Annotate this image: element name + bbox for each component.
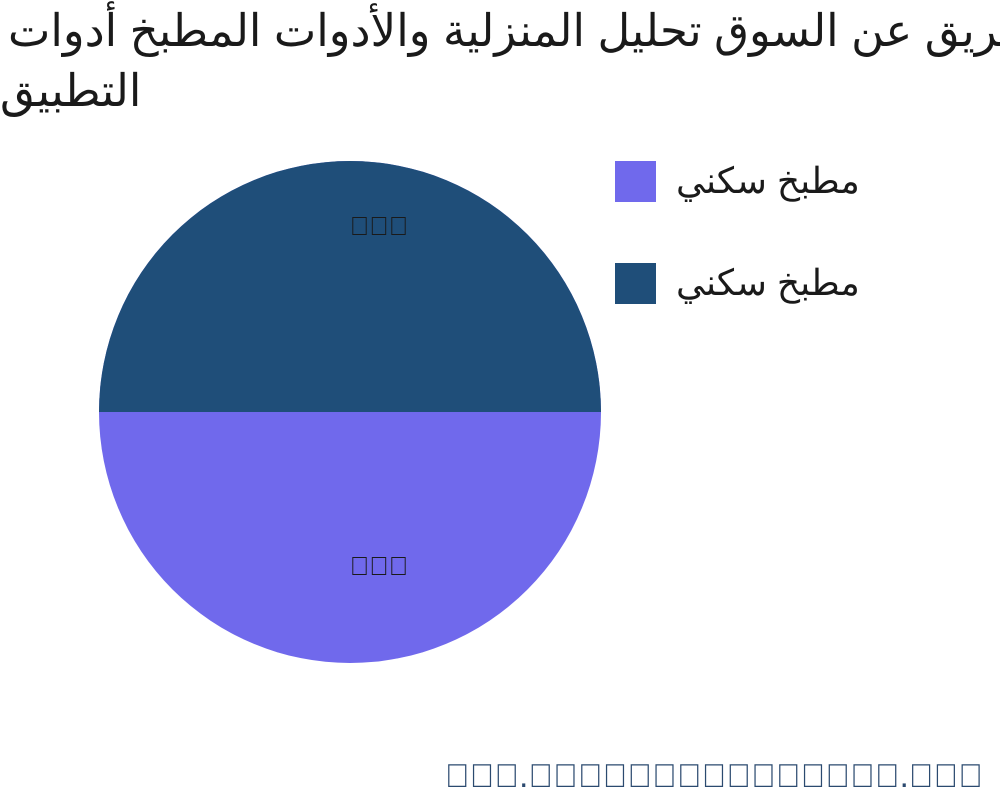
svg-text::  bbox=[350, 211, 409, 241]
svg-text::  bbox=[350, 551, 409, 581]
